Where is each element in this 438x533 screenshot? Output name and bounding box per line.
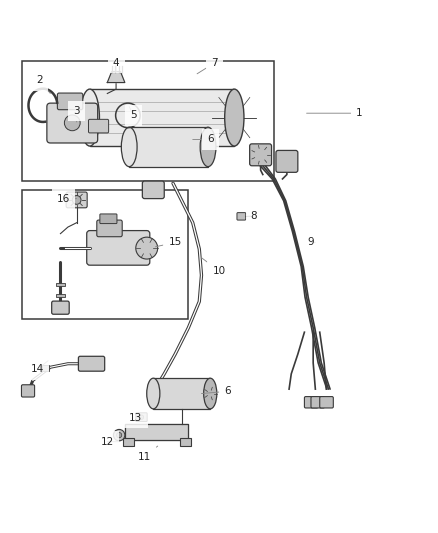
Text: 5: 5 [129, 107, 137, 120]
FancyBboxPatch shape [304, 397, 318, 408]
FancyBboxPatch shape [250, 144, 272, 166]
Bar [56, 294, 65, 297]
FancyBboxPatch shape [97, 220, 122, 237]
Bar [22, 190, 188, 319]
Ellipse shape [121, 127, 137, 167]
FancyBboxPatch shape [311, 397, 325, 408]
Text: 11: 11 [138, 446, 158, 462]
Text: 12: 12 [101, 437, 118, 447]
FancyBboxPatch shape [88, 119, 109, 133]
Text: 1: 1 [307, 108, 363, 118]
FancyBboxPatch shape [142, 181, 164, 199]
Bar [123, 438, 134, 446]
Text: 8: 8 [247, 211, 258, 221]
FancyBboxPatch shape [237, 213, 246, 220]
Polygon shape [107, 71, 125, 83]
Ellipse shape [147, 378, 160, 409]
Text: 3: 3 [73, 106, 80, 122]
Text: 6: 6 [193, 134, 214, 144]
FancyBboxPatch shape [47, 103, 98, 143]
Bar [180, 438, 191, 446]
Text: 13: 13 [129, 413, 142, 423]
Text: 4: 4 [113, 58, 120, 71]
Circle shape [72, 196, 81, 204]
Text: 6: 6 [201, 386, 231, 397]
Text: 2: 2 [36, 75, 50, 93]
Circle shape [136, 237, 158, 259]
Bar [22, 61, 274, 181]
Ellipse shape [200, 127, 216, 167]
Text: 15: 15 [155, 237, 182, 247]
Text: 10: 10 [201, 258, 226, 276]
FancyBboxPatch shape [21, 385, 35, 397]
FancyBboxPatch shape [87, 231, 150, 265]
FancyBboxPatch shape [90, 89, 234, 146]
FancyBboxPatch shape [100, 214, 117, 223]
Bar [56, 282, 65, 286]
Bar [42, 365, 49, 371]
FancyBboxPatch shape [129, 127, 208, 167]
FancyBboxPatch shape [57, 93, 83, 110]
FancyBboxPatch shape [52, 301, 69, 314]
FancyBboxPatch shape [78, 356, 105, 371]
Text: 16: 16 [57, 193, 77, 204]
Text: 7: 7 [197, 58, 218, 74]
Circle shape [139, 415, 144, 419]
FancyBboxPatch shape [320, 397, 333, 408]
Polygon shape [125, 424, 188, 440]
Circle shape [113, 430, 125, 441]
Text: 9: 9 [307, 237, 315, 247]
Text: 14: 14 [31, 361, 48, 374]
FancyBboxPatch shape [66, 192, 87, 208]
Circle shape [117, 432, 122, 438]
Ellipse shape [204, 378, 217, 409]
FancyBboxPatch shape [136, 413, 147, 422]
FancyBboxPatch shape [153, 378, 210, 409]
Ellipse shape [225, 89, 244, 146]
Circle shape [64, 115, 80, 131]
FancyBboxPatch shape [276, 150, 298, 172]
Ellipse shape [80, 89, 99, 146]
